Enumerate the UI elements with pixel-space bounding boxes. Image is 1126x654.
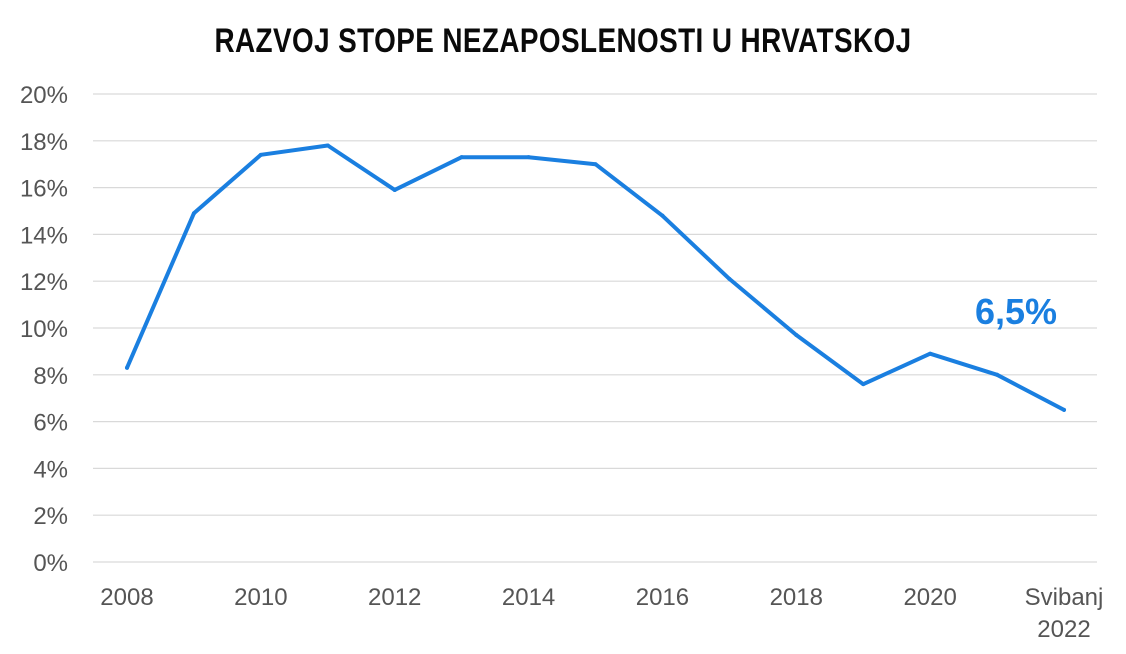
x-tick-label-line: 2018 [770, 584, 823, 611]
data-point-4 [392, 187, 397, 192]
x-tick-label-line: 2008 [100, 584, 153, 611]
x-tick-label-line: 2010 [234, 584, 287, 611]
data-point-12 [928, 351, 933, 356]
x-tick-label-14: Svibanj 2022 [1025, 584, 1104, 643]
y-tick-label-6: 6% [33, 410, 68, 437]
x-tick-label-4: 2012 [368, 584, 421, 611]
x-tick-label-0: 2008 [100, 584, 153, 611]
data-point-7 [593, 162, 598, 167]
x-tick-label-line: 2014 [502, 584, 555, 611]
x-tick-label-2: 2010 [234, 584, 287, 611]
y-tick-label-0: 0% [33, 550, 68, 577]
x-tick-label-line: Svibanj [1025, 584, 1104, 611]
x-tick-label-12: 2020 [903, 584, 956, 611]
y-tick-label-18: 18% [20, 129, 68, 156]
data-point-2 [258, 152, 263, 157]
annotation-layer: 6,5% [975, 291, 1057, 332]
chart-title: RAZVOJ STOPE NEZAPOSLENOSTI U HRVATSKOJ [214, 22, 912, 60]
y-tick-label-8: 8% [33, 363, 68, 390]
data-point-3 [325, 143, 330, 148]
y-tick-label-10: 10% [20, 316, 68, 343]
data-point-11 [861, 382, 866, 387]
data-point-0 [125, 365, 129, 370]
x-tick-label-line: 2012 [368, 584, 421, 611]
data-point-6 [526, 155, 531, 160]
y-tick-label-12: 12% [20, 269, 68, 296]
data-point-10 [794, 333, 799, 338]
x-tick-label-6: 2014 [502, 584, 555, 611]
gridlines [93, 93, 1097, 563]
x-axis: 2008 2010 2012 2014 2016 2018 2020 Svibanj 2022 [100, 584, 1103, 643]
data-point-1 [191, 211, 196, 216]
x-tick-label-line: 2022 [1037, 616, 1090, 643]
x-tick-label-10: 2018 [770, 584, 823, 611]
y-tick-label-20: 20% [20, 82, 68, 109]
value-annotation: 6,5% [975, 291, 1057, 332]
y-tick-label-2: 2% [33, 503, 68, 530]
y-axis: 0% 2% 4% 6% 8% 10% 12% 14% 16% 18% 20% [20, 82, 68, 577]
data-point-9 [727, 276, 732, 281]
x-tick-label-8: 2016 [636, 584, 689, 611]
y-tick-label-16: 16% [20, 176, 68, 203]
y-tick-label-4: 4% [33, 456, 68, 483]
x-tick-label-line: 2020 [903, 584, 956, 611]
data-point-13 [995, 372, 1000, 377]
data-point-8 [660, 213, 665, 218]
data-point-14 [1062, 407, 1066, 412]
x-tick-label-line: 2016 [636, 584, 689, 611]
data-point-5 [459, 155, 464, 160]
series-line-0 [125, 143, 1066, 412]
series-layer [125, 143, 1066, 412]
y-tick-label-14: 14% [20, 222, 68, 249]
